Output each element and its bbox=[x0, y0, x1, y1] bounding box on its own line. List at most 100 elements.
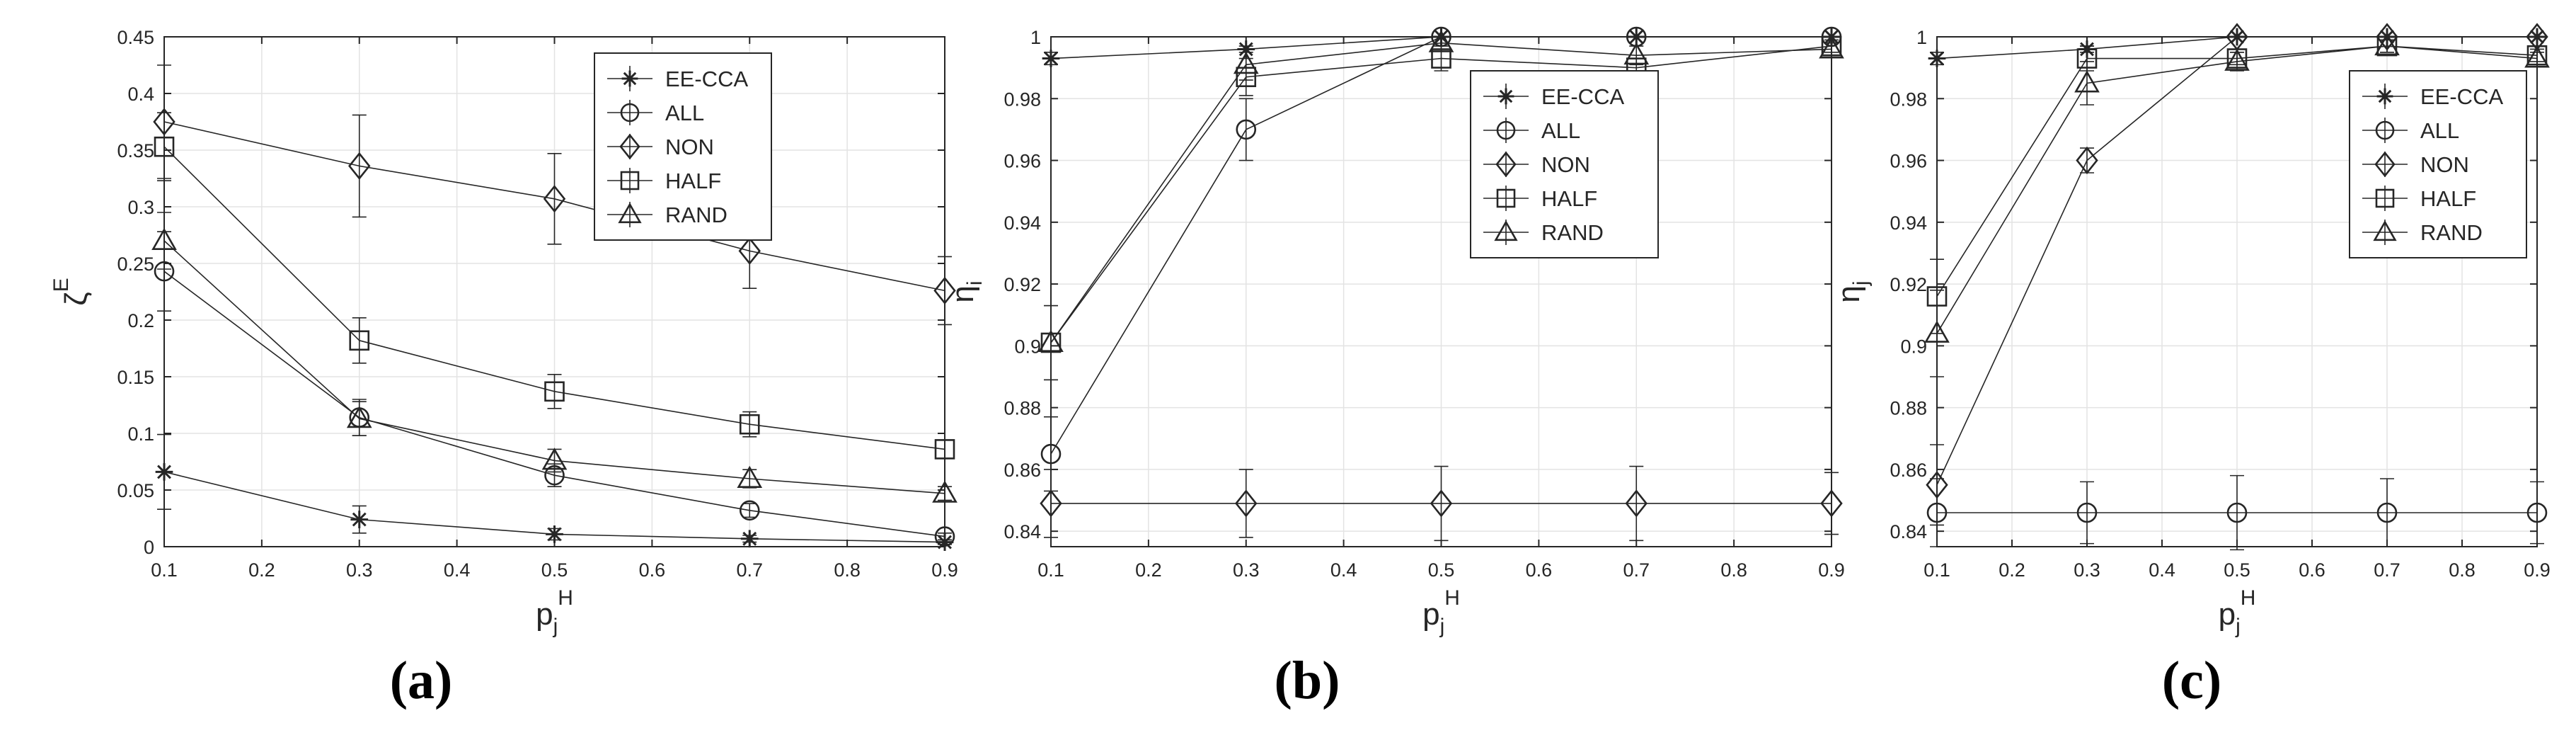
point-half-2 bbox=[544, 381, 565, 402]
legend-entry-rand: RAND bbox=[2362, 220, 2483, 245]
point-rand-3 bbox=[1623, 42, 1650, 65]
legend-marker-ee-cca bbox=[2376, 88, 2393, 105]
x-tick-label-5: 0.6 bbox=[2299, 559, 2325, 581]
x-tick-label-2: 0.3 bbox=[2074, 559, 2100, 581]
point-rand-2 bbox=[1428, 30, 1454, 52]
x-tick-label-7: 0.8 bbox=[834, 559, 861, 581]
panel-label-a: (a) bbox=[389, 651, 453, 710]
point-ee-cca-3 bbox=[740, 530, 759, 548]
legend-label-rand: RAND bbox=[665, 203, 728, 227]
legend-3: EE-CCA ALL NON HALF RAND bbox=[2349, 70, 2527, 258]
legend-label-all: ALL bbox=[2420, 118, 2459, 143]
x-axis-label-2: pjH bbox=[1422, 586, 1460, 638]
legend-2: EE-CCA ALL NON HALF RAND bbox=[1470, 70, 1659, 258]
legend-label-non: NON bbox=[665, 135, 714, 159]
legend-label-ee-cca: EE-CCA bbox=[665, 67, 748, 91]
y-tick-label-3: 0.9 bbox=[1900, 336, 1927, 357]
chart-panel-1: 0.1 0.2 0.3 0.4 0.5 0.6 0.7 0.8 0.9 0 0.05 0.1 0.15 0… bbox=[50, 27, 958, 638]
point-non-2 bbox=[543, 185, 566, 213]
legend-1: EE-CCA ALL NON HALF RAND bbox=[594, 52, 772, 241]
point-non-1 bbox=[348, 152, 371, 181]
legend-label-all: ALL bbox=[665, 101, 704, 125]
y-tick-label-5: 0.94 bbox=[1004, 212, 1041, 234]
legend-entry-rand: RAND bbox=[607, 202, 728, 227]
point-non-3 bbox=[1625, 489, 1648, 518]
legend-entry-all: ALL bbox=[1483, 118, 1580, 143]
legend-marker-non bbox=[2374, 151, 2396, 178]
legend-entry-ee-cca: EE-CCA bbox=[607, 66, 748, 91]
legend-entry-half: HALF bbox=[1483, 186, 1597, 211]
x-tick-label-5: 0.6 bbox=[1526, 559, 1553, 581]
point-all-3 bbox=[2376, 502, 2398, 523]
x-tick-label-4: 0.5 bbox=[1428, 559, 1455, 581]
legend-entry-rand: RAND bbox=[1483, 220, 1604, 245]
y-tick-label-8: 0.4 bbox=[127, 84, 154, 105]
y-tick-label-3: 0.15 bbox=[117, 367, 154, 388]
y-tick-label-1: 0.86 bbox=[1004, 460, 1041, 481]
point-all-2 bbox=[2226, 502, 2248, 523]
legend-entry-non: NON bbox=[2362, 151, 2469, 178]
x-tick-label-7: 0.8 bbox=[2449, 559, 2476, 581]
x-tick-label-3: 0.4 bbox=[444, 559, 471, 581]
point-rand-2 bbox=[541, 448, 568, 470]
y-tick-label-9: 0.45 bbox=[117, 27, 154, 48]
y-tick-label-0: 0.84 bbox=[1890, 521, 1927, 542]
y-tick-label-2: 0.88 bbox=[1890, 398, 1927, 419]
y-axis-label-2: ηi bbox=[945, 280, 987, 302]
y-tick-label-6: 0.96 bbox=[1890, 151, 1927, 172]
point-ee-cca-1 bbox=[350, 511, 369, 528]
x-tick-label-1: 0.2 bbox=[1999, 559, 2025, 581]
y-tick-label-7: 0.98 bbox=[1004, 89, 1041, 110]
y-tick-label-8: 1 bbox=[1916, 27, 1927, 48]
point-all-1 bbox=[2076, 502, 2098, 523]
y-tick-label-7: 0.98 bbox=[1890, 89, 1927, 110]
x-tick-label-8: 0.9 bbox=[1818, 559, 1845, 581]
y-tick-label-0: 0 bbox=[144, 537, 154, 558]
legend-label-rand: RAND bbox=[1541, 220, 1604, 245]
x-tick-label-2: 0.3 bbox=[1233, 559, 1260, 581]
legend-marker-non bbox=[1495, 151, 1517, 178]
legend-marker-half bbox=[2375, 188, 2395, 208]
legend-entry-ee-cca: EE-CCA bbox=[1483, 84, 1624, 109]
legend-marker-half bbox=[1496, 188, 1516, 208]
x-tick-label-6: 0.7 bbox=[2374, 559, 2400, 581]
x-tick-label-8: 0.9 bbox=[931, 559, 958, 581]
point-rand-1 bbox=[2074, 70, 2100, 93]
x-tick-label-6: 0.7 bbox=[736, 559, 763, 581]
legend-label-rand: RAND bbox=[2420, 220, 2483, 245]
legend-label-half: HALF bbox=[665, 169, 721, 193]
y-tick-label-4: 0.2 bbox=[127, 310, 154, 331]
legend-marker-all bbox=[1496, 120, 1516, 140]
legend-entry-non: NON bbox=[1483, 151, 1590, 178]
point-rand-2 bbox=[2224, 48, 2250, 71]
legend-marker-half bbox=[620, 171, 640, 190]
point-all-1 bbox=[1236, 119, 1257, 140]
x-tick-label-1: 0.2 bbox=[1135, 559, 1162, 581]
legend-marker-rand bbox=[2373, 220, 2397, 241]
y-axis-label-1: ζE bbox=[50, 278, 93, 305]
point-rand-1 bbox=[346, 405, 372, 428]
y-tick-label-8: 1 bbox=[1030, 27, 1041, 48]
panel-label-b: (b) bbox=[1274, 651, 1340, 710]
y-tick-label-0: 0.84 bbox=[1004, 521, 1041, 542]
point-rand-1 bbox=[1233, 52, 1259, 74]
y-tick-label-3: 0.9 bbox=[1014, 336, 1041, 357]
legend-marker-ee-cca bbox=[1497, 88, 1514, 105]
legend-entry-half: HALF bbox=[607, 168, 721, 193]
point-all-3 bbox=[739, 500, 760, 521]
point-rand-3 bbox=[2374, 33, 2400, 56]
legend-entry-all: ALL bbox=[2362, 118, 2459, 143]
point-rand-3 bbox=[737, 465, 763, 489]
legend-marker-non bbox=[619, 133, 640, 160]
x-tick-label-8: 0.9 bbox=[2524, 559, 2551, 581]
y-tick-label-6: 0.96 bbox=[1004, 151, 1041, 172]
legend-label-ee-cca: EE-CCA bbox=[2420, 84, 2503, 109]
y-tick-label-1: 0.86 bbox=[1890, 460, 1927, 481]
panel-label-c: (c) bbox=[2161, 651, 2222, 710]
y-tick-label-4: 0.92 bbox=[1890, 274, 1927, 295]
x-tick-label-3: 0.4 bbox=[1330, 559, 1357, 581]
y-tick-label-1: 0.05 bbox=[117, 480, 154, 501]
legend-label-half: HALF bbox=[2420, 186, 2476, 211]
